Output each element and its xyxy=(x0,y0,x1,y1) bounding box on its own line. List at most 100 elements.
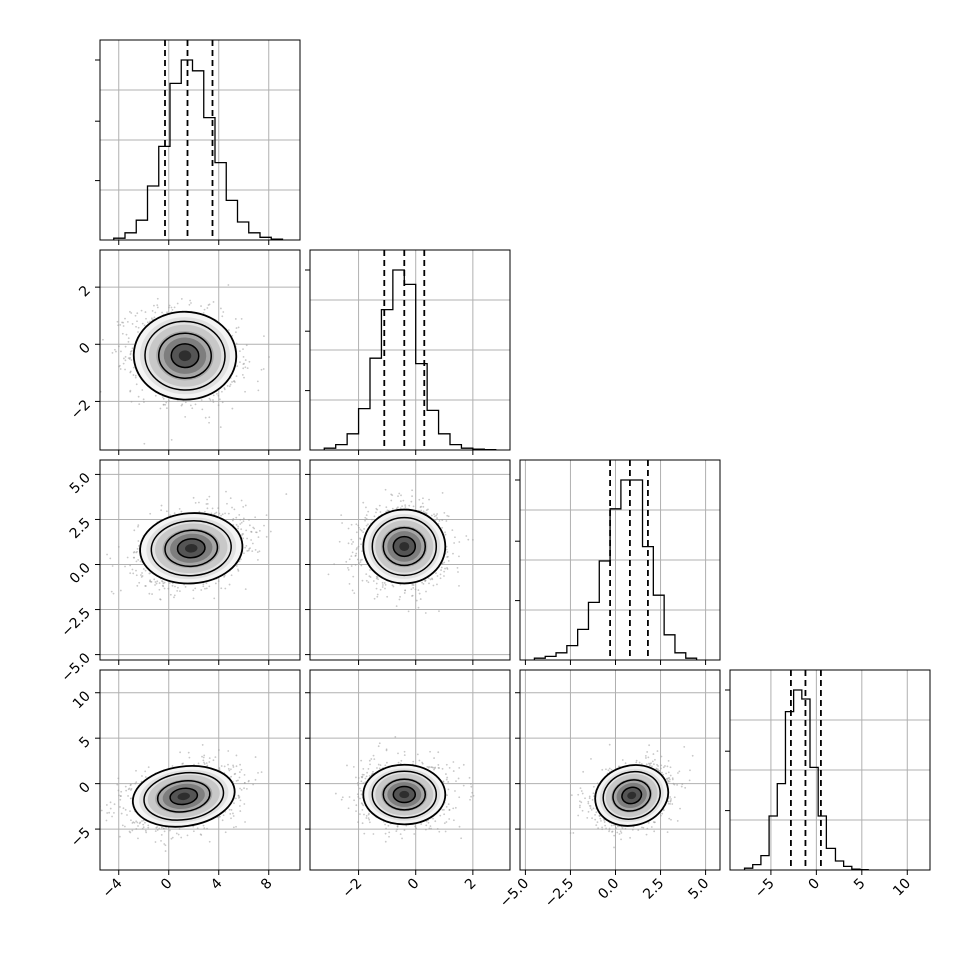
scatter-point xyxy=(211,507,214,510)
scatter-point xyxy=(209,399,212,401)
y-tick-label: 0 xyxy=(76,340,94,358)
scatter-point xyxy=(241,373,244,376)
scatter-point xyxy=(134,376,137,379)
scatter-point xyxy=(144,311,147,313)
scatter-point xyxy=(365,506,367,509)
scatter-point xyxy=(240,521,243,524)
scatter-point xyxy=(399,595,401,598)
scatter-point xyxy=(171,309,174,311)
scatter-point xyxy=(213,512,216,515)
scatter-point xyxy=(249,547,251,550)
scatter-point xyxy=(375,511,377,514)
scatter-point xyxy=(433,513,435,516)
scatter-point xyxy=(122,321,125,324)
scatter-point xyxy=(221,315,224,318)
scatter-point xyxy=(180,836,183,839)
scatter-point xyxy=(131,323,134,325)
scatter-point xyxy=(227,284,230,286)
scatter-point xyxy=(248,519,250,521)
scatter-point xyxy=(263,524,265,527)
scatter-point xyxy=(438,610,440,613)
scatter-point xyxy=(105,804,108,806)
scatter-point xyxy=(130,349,133,352)
scatter-point xyxy=(235,331,237,334)
scatter-point xyxy=(242,348,244,351)
scatter-point xyxy=(136,312,139,315)
scatter-point xyxy=(419,598,422,600)
scatter-point xyxy=(418,498,421,501)
scatter-point xyxy=(200,305,202,307)
scatter-point xyxy=(227,767,230,770)
scatter-point xyxy=(395,605,398,608)
scatter-point xyxy=(458,541,461,543)
scatter-point xyxy=(119,323,122,326)
scatter-point xyxy=(230,817,232,820)
scatter-point xyxy=(141,827,144,830)
scatter-point xyxy=(419,506,422,509)
scatter-point xyxy=(360,543,362,546)
scatter-point xyxy=(376,593,379,596)
scatter-point xyxy=(146,321,149,324)
scatter-point xyxy=(153,304,155,307)
scatter-point xyxy=(232,517,235,520)
scatter-point xyxy=(350,523,353,526)
scatter-point xyxy=(422,505,425,508)
scatter-point xyxy=(240,317,243,320)
scatter-point xyxy=(179,751,182,754)
scatter-point xyxy=(203,763,206,765)
scatter-point xyxy=(173,596,175,599)
scatter-point xyxy=(151,310,154,312)
scatter-point xyxy=(242,533,245,535)
density-panel: −5.0−2.50.02.55.0 xyxy=(58,459,301,685)
scatter-point xyxy=(132,572,135,575)
scatter-point xyxy=(359,528,362,531)
scatter-point xyxy=(202,756,205,759)
scatter-point xyxy=(178,590,181,593)
histogram-panel xyxy=(515,459,721,665)
scatter-point xyxy=(238,776,241,779)
scatter-point xyxy=(159,598,162,601)
scatter-point xyxy=(242,367,245,370)
scatter-point xyxy=(404,506,407,508)
scatter-point xyxy=(361,579,364,582)
scatter-point xyxy=(214,582,217,585)
contour-line xyxy=(144,320,226,391)
x-tick-label: −5 xyxy=(752,876,778,902)
scatter-point xyxy=(153,578,156,581)
density-panel: −202 xyxy=(68,249,301,455)
scatter-point xyxy=(235,765,238,768)
scatter-point xyxy=(192,589,195,592)
scatter-point xyxy=(250,530,252,533)
scatter-point xyxy=(102,338,104,341)
scatter-point xyxy=(372,580,375,582)
scatter-point xyxy=(238,771,241,773)
scatter-point xyxy=(156,297,159,300)
scatter-point xyxy=(227,750,230,752)
density-panel xyxy=(305,459,511,665)
scatter-point xyxy=(168,304,171,307)
scatter-point xyxy=(132,366,135,369)
scatter-point xyxy=(154,584,156,586)
scatter-point xyxy=(167,587,170,590)
scatter-point xyxy=(135,383,138,386)
scatter-point xyxy=(203,761,205,764)
scatter-point xyxy=(235,825,237,828)
scatter-point xyxy=(130,400,133,403)
scatter-point xyxy=(350,543,353,545)
scatter-point xyxy=(218,512,221,515)
scatter-point xyxy=(224,512,226,515)
scatter-point xyxy=(227,512,230,515)
scatter-point xyxy=(127,337,130,340)
scatter-point xyxy=(154,581,157,583)
scatter-point xyxy=(432,584,435,587)
scatter-point xyxy=(149,579,152,582)
scatter-point xyxy=(436,517,438,519)
scatter-point xyxy=(129,390,132,393)
scatter-point xyxy=(198,510,201,513)
scatter-point xyxy=(160,839,162,842)
scatter-point xyxy=(384,488,387,491)
axes-frame xyxy=(309,249,511,451)
density-content xyxy=(327,488,474,614)
scatter-point xyxy=(417,606,420,609)
scatter-point xyxy=(129,353,132,356)
